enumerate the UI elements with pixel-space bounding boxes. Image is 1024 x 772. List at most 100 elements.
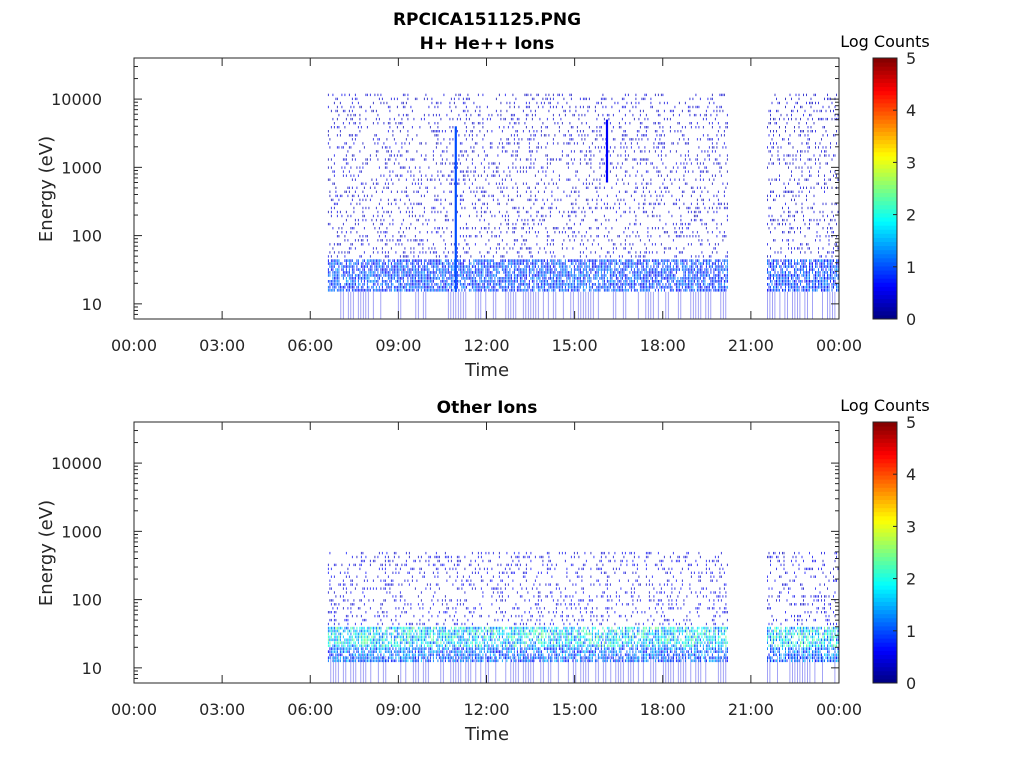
colorbar-segment <box>873 189 897 194</box>
colorbar-segment <box>873 58 897 63</box>
band-h-he-ions-1-1 <box>767 94 839 258</box>
low-energy-streaks-h-he-ions-1 <box>767 292 835 319</box>
colorbar-segment <box>873 650 897 655</box>
colorbar-tick-label: 1 <box>906 258 916 277</box>
colorbar-tick-label: 5 <box>906 49 916 68</box>
colorbar-segment <box>873 66 897 71</box>
colorbar-segment <box>873 491 897 496</box>
colorbar-segment <box>873 446 897 451</box>
colorbar-segment <box>873 193 897 198</box>
colorbar-segment <box>873 667 897 672</box>
x-tick-label: 06:00 <box>287 700 333 719</box>
colorbar-segment <box>873 561 897 566</box>
colorbar-segment <box>873 87 897 92</box>
colorbar-segment <box>873 654 897 659</box>
colorbar-segment <box>873 201 897 206</box>
plot-frame-other-ions <box>134 422 839 683</box>
colorbar-segment <box>873 573 897 578</box>
y-axis-label-h-he-ions: Energy (eV) <box>36 136 57 242</box>
colorbar-segment <box>873 70 897 75</box>
colorbar-segment <box>873 286 897 291</box>
colorbar-tick-label: 3 <box>906 517 916 536</box>
colorbar-segment <box>873 127 897 132</box>
colorbar-segment <box>873 455 897 460</box>
colorbar-segment <box>873 618 897 623</box>
colorbar-tick-label: 3 <box>906 153 916 172</box>
x-tick-label: 03:00 <box>199 336 245 355</box>
colorbar-tick-label: 2 <box>906 570 916 589</box>
x-tick-label: 09:00 <box>375 700 421 719</box>
colorbar-segment <box>873 295 897 300</box>
colorbar-segment <box>873 569 897 574</box>
colorbar-segment <box>873 536 897 541</box>
colorbar-segment <box>873 422 897 427</box>
x-tick-label: 12:00 <box>463 336 509 355</box>
x-tick-label: 00:00 <box>816 700 862 719</box>
x-tick-label: 00:00 <box>111 700 157 719</box>
colorbar-segment <box>873 168 897 173</box>
y-tick-label: 10 <box>82 295 102 314</box>
colorbar-segment <box>873 311 897 316</box>
colorbar-segment <box>873 62 897 67</box>
colorbar-segment <box>873 242 897 247</box>
colorbar-segment <box>873 528 897 533</box>
colorbar-segment <box>873 176 897 181</box>
colorbar-segment <box>873 307 897 312</box>
colorbar-segment <box>873 250 897 255</box>
colorbar-segment <box>873 233 897 238</box>
colorbar-segment <box>873 282 897 287</box>
colorbar-segment <box>873 565 897 570</box>
colorbar-segment <box>873 229 897 234</box>
colorbar-segment <box>873 642 897 647</box>
colorbar-segment <box>873 278 897 283</box>
colorbar-segment <box>873 148 897 153</box>
colorbar-segment <box>873 499 897 504</box>
colorbar-segment <box>873 152 897 157</box>
colorbar-segment <box>873 520 897 525</box>
low-energy-streaks-other-ions-1 <box>767 656 835 683</box>
colorbar-segment <box>873 140 897 145</box>
colorbar-segment <box>873 274 897 279</box>
x-tick-label: 21:00 <box>728 700 774 719</box>
colorbar-segment <box>873 184 897 189</box>
colorbar-segment <box>873 123 897 128</box>
colorbar-segment <box>873 671 897 676</box>
colorbar-segment <box>873 246 897 251</box>
colorbar-segment <box>873 675 897 680</box>
colorbar-segment <box>873 614 897 619</box>
y-axis-label-other-ions: Energy (eV) <box>36 500 57 606</box>
colorbar-label-h-he-ions: Log Counts <box>840 32 930 51</box>
colorbar-tick-label: 5 <box>906 413 916 432</box>
colorbar-segment <box>873 164 897 169</box>
x-tick-label: 03:00 <box>199 700 245 719</box>
colorbar-segment <box>873 597 897 602</box>
colorbar-label-other-ions: Log Counts <box>840 396 930 415</box>
colorbar-segment <box>873 82 897 87</box>
colorbar-segment <box>873 626 897 631</box>
colorbar-segment <box>873 262 897 267</box>
colorbar-segment <box>873 663 897 668</box>
colorbar-tick-label: 0 <box>906 674 916 693</box>
colorbar-segment <box>873 95 897 100</box>
colorbar-segment <box>873 221 897 226</box>
x-axis-label-h-he-ions: Time <box>464 360 509 381</box>
x-tick-label: 09:00 <box>375 336 421 355</box>
y-tick-label: 1000 <box>61 158 102 177</box>
colorbar-segment <box>873 303 897 308</box>
spectrogram-h-he-ions <box>328 94 839 319</box>
colorbar-segment <box>873 646 897 651</box>
colorbar-segment <box>873 225 897 230</box>
colorbar-segment <box>873 430 897 435</box>
colorbar-segment <box>873 115 897 120</box>
colorbar-segment <box>873 467 897 472</box>
colorbar-segment <box>873 471 897 476</box>
panel-title-h-he-ions: H+ He++ Ions <box>420 34 555 54</box>
band-h-he-ions-0-1 <box>328 94 728 258</box>
x-tick-label: 18:00 <box>640 700 686 719</box>
